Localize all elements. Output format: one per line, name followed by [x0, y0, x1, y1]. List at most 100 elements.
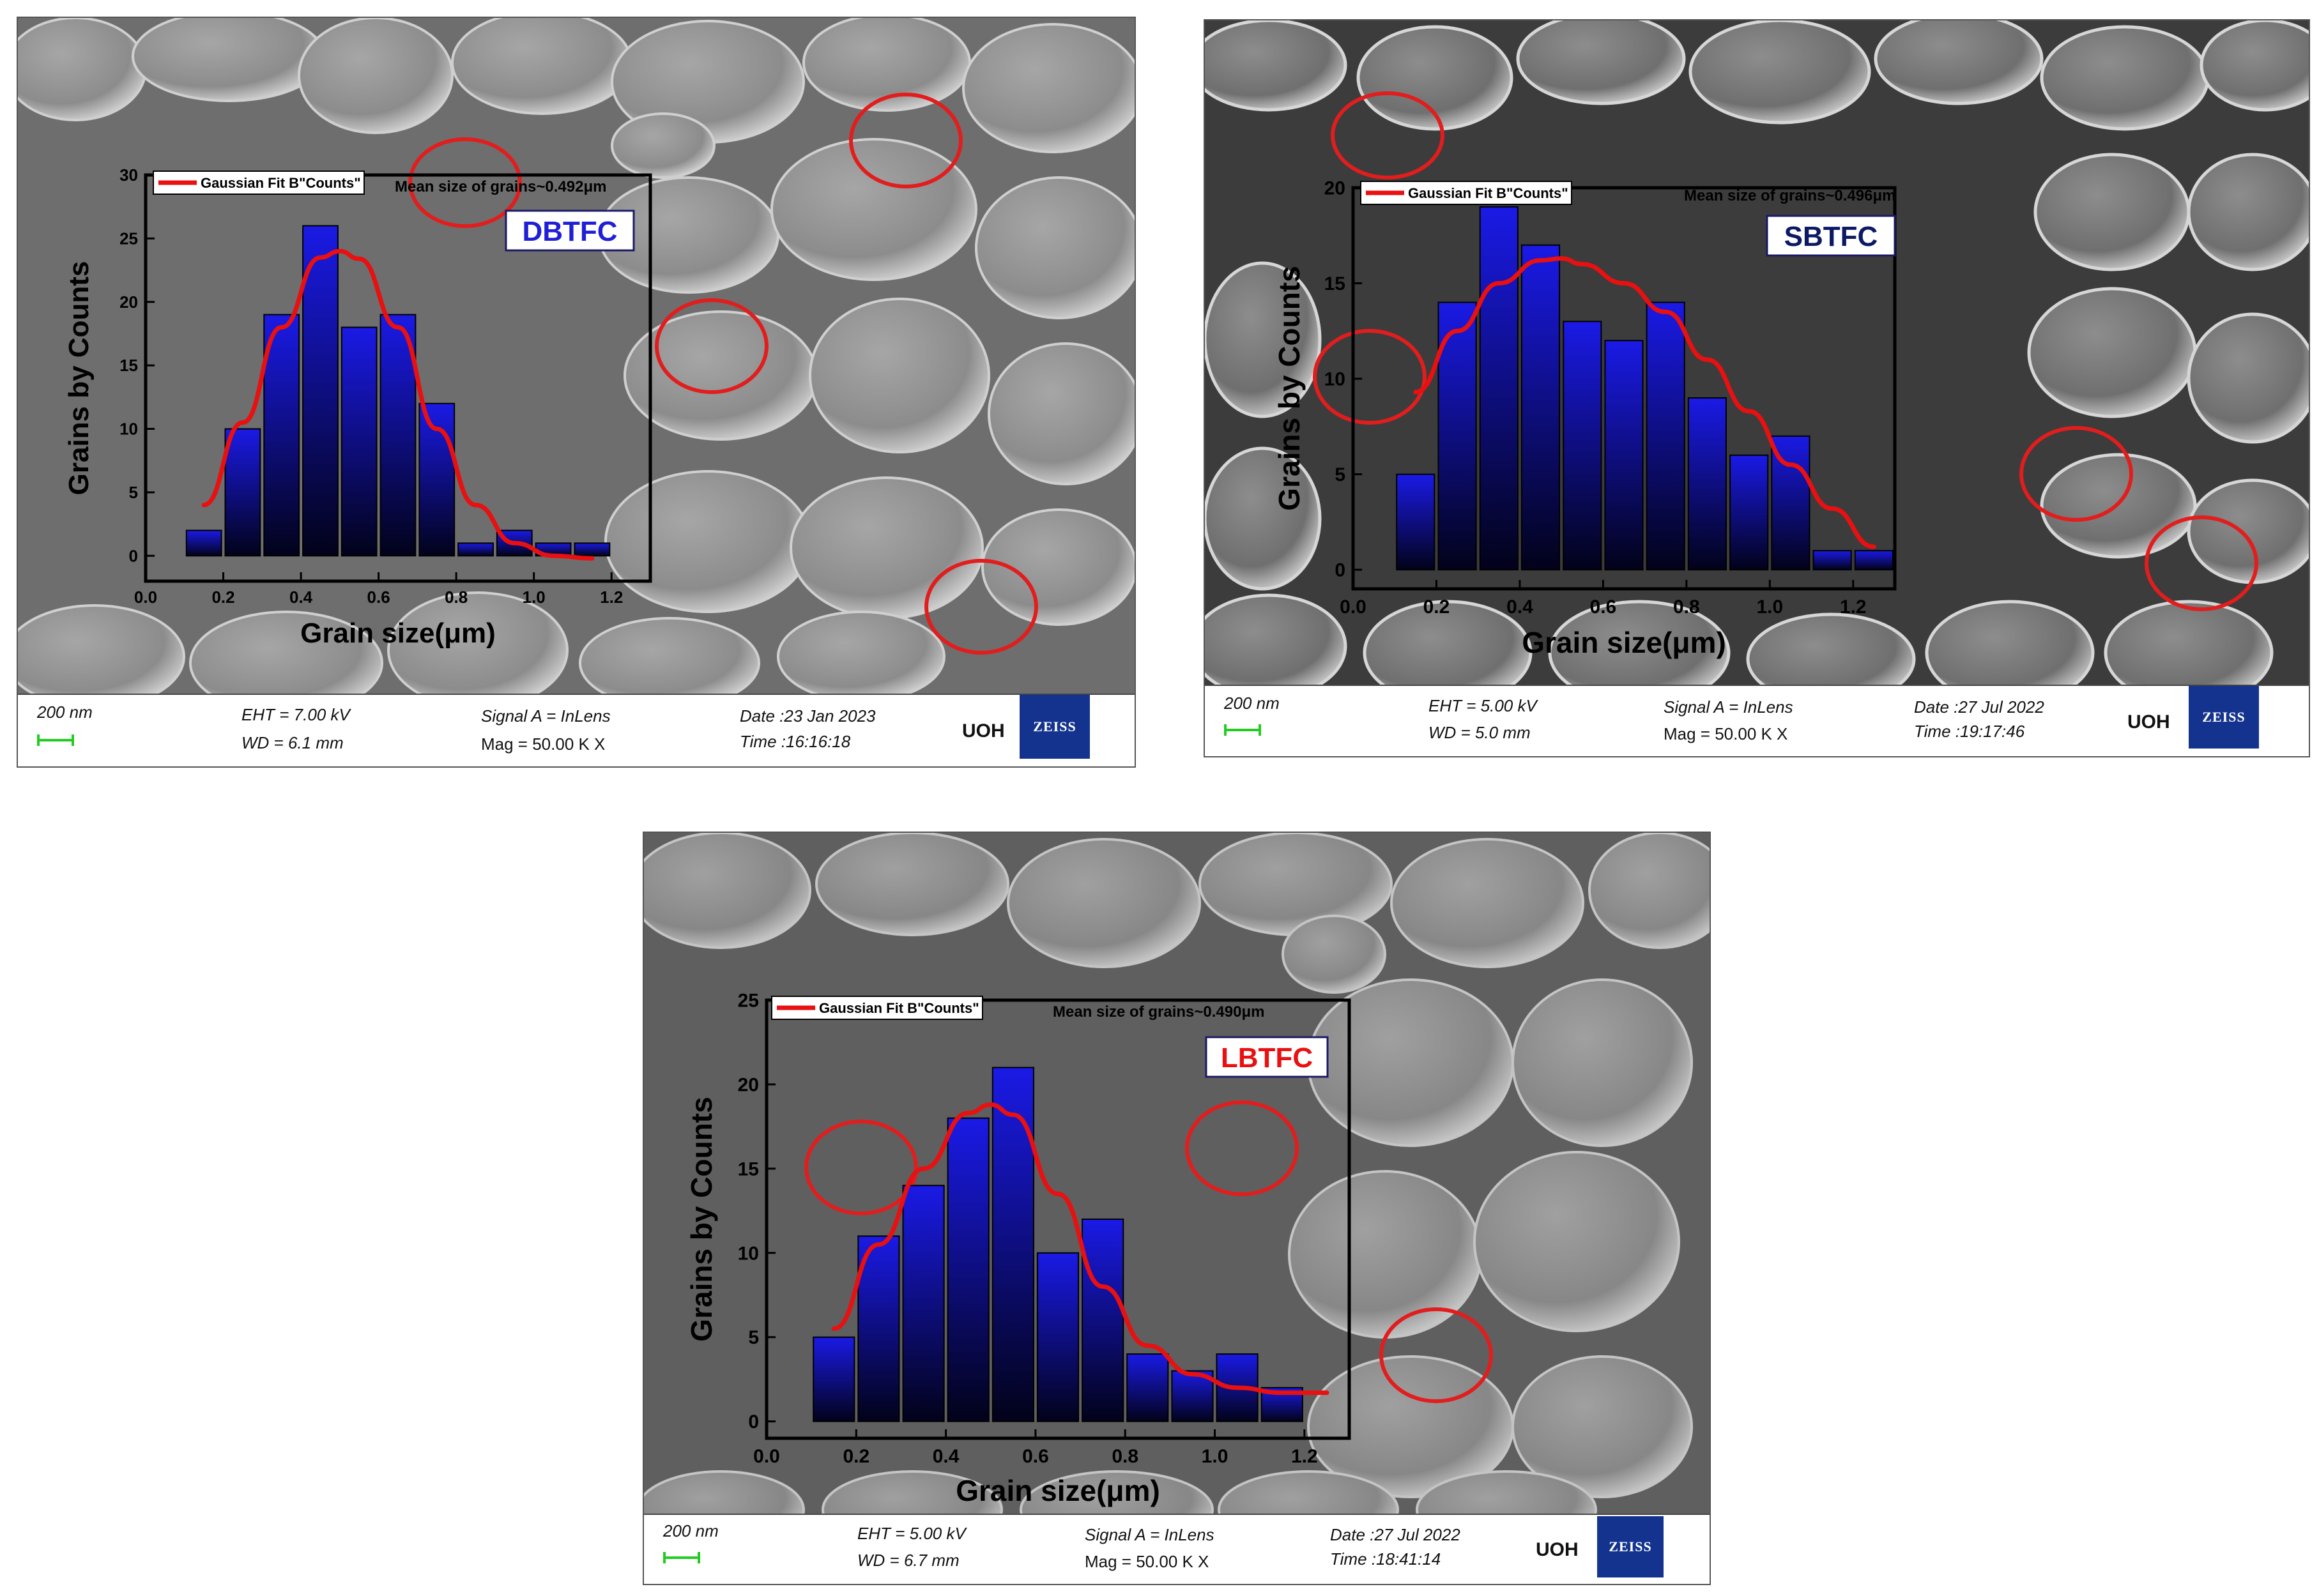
signal-value: Signal A = InLens: [1085, 1525, 1214, 1544]
x-tick-label: 1.2: [1291, 1446, 1318, 1467]
histogram-bar: [1563, 321, 1602, 571]
scale-bar-icon: [37, 734, 74, 746]
time-value: Time :19:17:46: [1914, 722, 2025, 741]
y-tick-label: 25: [119, 229, 138, 248]
plot-frame: [765, 998, 1351, 1440]
x-tick-label: 0.6: [1590, 597, 1617, 618]
eht-value: EHT = 7.00 kV: [241, 705, 350, 724]
y-tick-label: 20: [1324, 178, 1345, 199]
zeiss-logo: ZEISS: [1597, 1516, 1664, 1577]
scale-label: 200 nm: [37, 703, 93, 722]
x-tick-label: 0.0: [134, 588, 157, 607]
histogram-bar: [379, 314, 417, 557]
highlight-circle: [1185, 1100, 1299, 1196]
mean-size-annotation: Mean size of grains~0.492μm: [395, 178, 607, 195]
histogram-bar: [1126, 1353, 1169, 1422]
x-axis-label: Grain size(μm): [956, 1474, 1160, 1507]
highlight-circle: [1313, 329, 1427, 425]
histogram-lbtfc: 0.0 0.2 0.4 0.6 0.8 1.0 1.2 0 5 10 15 20 25 Grain siz…: [685, 991, 1351, 1507]
sem-info-bar: 200 nm EHT = 7.00 kV WD = 6.1 mm Signal …: [18, 694, 1135, 766]
time-value: Time :18:41:14: [1330, 1549, 1441, 1569]
y-tick-label: 0: [748, 1411, 759, 1433]
y-tick-label: 10: [1324, 369, 1345, 390]
histogram-bar: [185, 529, 222, 557]
x-axis-label: Grain size(μm): [300, 618, 496, 649]
sem-panel-sbtfc: 0.0 0.2 0.4 0.6 0.8 1.0 1.2 0 5 10 15 20 Grain size(…: [1204, 19, 2310, 757]
histogram-bar: [1036, 1252, 1080, 1422]
lab-label: UOH: [962, 720, 1005, 741]
x-tick-label: 1.0: [1202, 1446, 1228, 1467]
legend-label: Gaussian Fit B"Counts": [201, 175, 361, 191]
sem-panel-dbtfc: 0.0 0.2 0.4 0.6 0.8 1.0 1.2 0 5 10 15 20 25 30 Grain s…: [17, 17, 1136, 768]
y-tick-label: 20: [738, 1074, 759, 1095]
y-tick-label: 25: [738, 991, 759, 1012]
histogram-bar: [263, 314, 300, 557]
wd-value: WD = 5.0 mm: [1428, 723, 1531, 742]
x-tick-label: 1.2: [1840, 597, 1867, 618]
y-tick-label: 15: [1324, 273, 1345, 294]
x-tick-label: 1.0: [1756, 597, 1783, 618]
histogram-bar: [224, 428, 261, 557]
histogram-bar: [1812, 550, 1852, 571]
x-tick-label: 0.0: [1340, 597, 1366, 618]
eht-value: EHT = 5.00 kV: [857, 1524, 966, 1543]
histogram-bar: [1171, 1370, 1214, 1422]
zeiss-logo: ZEISS: [1020, 695, 1090, 759]
x-tick-label: 1.2: [600, 588, 623, 607]
histogram-sbtfc: 0.0 0.2 0.4 0.6 0.8 1.0 1.2 0 5 10 15 20 Grain size(…: [1273, 178, 1897, 659]
gaussian-fit-line: [201, 248, 595, 561]
scale-bar-icon: [1224, 724, 1261, 736]
y-tick-label: 10: [738, 1243, 759, 1264]
histogram-bar: [813, 1336, 855, 1422]
y-tick-label: 30: [119, 165, 138, 185]
signal-value: Signal A = InLens: [481, 706, 611, 726]
histogram-bar: [1687, 397, 1727, 571]
legend-box: [153, 171, 365, 195]
lab-label: UOH: [1536, 1539, 1579, 1560]
highlight-circle: [1379, 1307, 1493, 1403]
histogram-bar: [1646, 301, 1685, 571]
histogram-bar: [1604, 340, 1644, 571]
histogram-bar: [1396, 473, 1435, 571]
histogram-bar: [1479, 206, 1519, 571]
y-axis-label: Grains by Counts: [1273, 266, 1306, 510]
gaussian-fit-line: [1413, 256, 1876, 549]
highlight-circle: [655, 298, 769, 394]
histogram-bar: [1082, 1219, 1124, 1422]
y-tick-label: 15: [738, 1159, 759, 1180]
date-value: Date :27 Jul 2022: [1914, 697, 2044, 717]
x-tick-label: 0.2: [1423, 597, 1450, 618]
y-tick-label: 5: [129, 483, 138, 502]
mag-value: Mag = 50.00 K X: [1664, 724, 1788, 743]
wd-value: WD = 6.1 mm: [241, 733, 344, 752]
x-tick-label: 0.2: [843, 1446, 869, 1467]
x-axis-label: Grain size(μm): [1522, 626, 1726, 659]
sample-label-box: [505, 209, 635, 252]
x-tick-label: 0.4: [289, 588, 313, 607]
x-tick-label: 0.8: [445, 588, 468, 607]
histogram-bar: [1729, 454, 1769, 571]
sample-label: LBTFC: [1221, 1042, 1313, 1074]
y-tick-label: 0: [1335, 560, 1345, 581]
x-tick-label: 0.2: [211, 588, 234, 607]
date-value: Date :27 Jul 2022: [1330, 1525, 1460, 1544]
histogram-bar: [947, 1117, 990, 1422]
x-tick-label: 0.0: [753, 1446, 780, 1467]
scale-bar-icon: [663, 1552, 700, 1563]
mag-value: Mag = 50.00 K X: [1085, 1552, 1209, 1571]
histogram-bar: [341, 326, 378, 557]
y-tick-label: 0: [129, 546, 138, 565]
legend-label: Gaussian Fit B"Counts": [819, 1000, 979, 1016]
scale-label: 200 nm: [663, 1521, 719, 1540]
histogram-bar: [574, 542, 611, 557]
x-tick-label: 1.0: [523, 588, 546, 607]
sample-label: SBTFC: [1784, 221, 1878, 252]
x-tick-label: 0.8: [1673, 597, 1700, 618]
sem-info-bar: 200 nm EHT = 5.00 kV WD = 6.7 mm Signal …: [644, 1514, 1710, 1584]
mean-size-annotation: Mean size of grains~0.490μm: [1053, 1003, 1265, 1021]
histogram-bar: [1437, 301, 1477, 571]
time-value: Time :16:16:18: [740, 732, 851, 751]
wd-value: WD = 6.7 mm: [857, 1551, 960, 1570]
histogram-bar: [902, 1185, 945, 1422]
histogram-bar: [857, 1235, 900, 1422]
